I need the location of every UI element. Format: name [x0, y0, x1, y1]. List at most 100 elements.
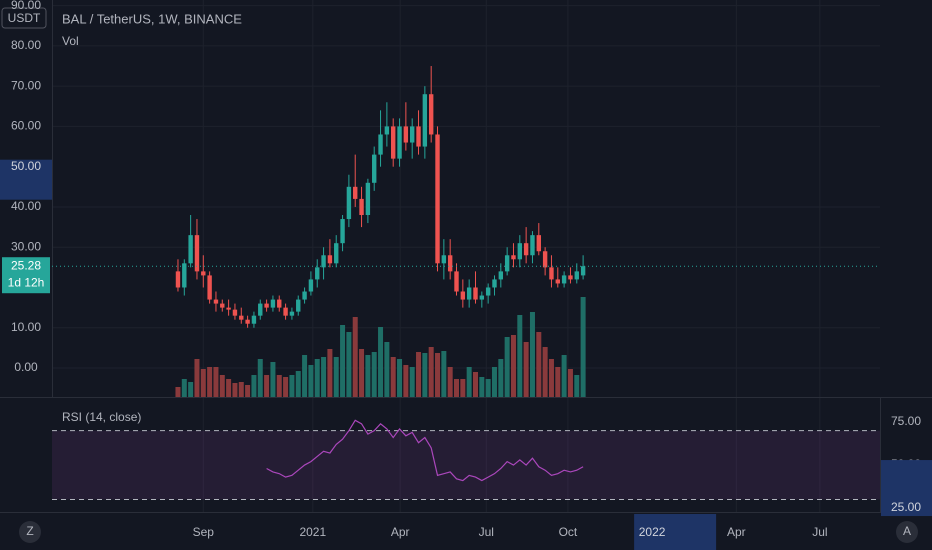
control-label[interactable]: Z: [26, 524, 33, 538]
volume-bar: [302, 355, 308, 397]
candle-body: [188, 235, 193, 264]
candle-body: [194, 235, 200, 272]
x-tick-label: Apr: [727, 525, 746, 539]
crosshair-y-label: 50.00: [11, 159, 41, 173]
volume-bar: [460, 379, 466, 397]
volume-bar: [251, 375, 257, 397]
y-tick-label: 0.00: [14, 360, 38, 374]
volume-bar: [219, 375, 225, 397]
volume-bar: [270, 362, 276, 397]
candle-body: [251, 315, 257, 324]
volume-bar: [428, 347, 434, 397]
candle-body: [372, 154, 377, 183]
candle-body: [175, 271, 181, 288]
candle-body: [403, 126, 409, 143]
volume-bar: [295, 371, 301, 397]
volume-bar: [327, 349, 333, 397]
candle-body: [568, 275, 573, 280]
candle-body: [409, 126, 415, 143]
candle-body: [549, 267, 554, 280]
candle-body: [492, 279, 497, 288]
volume-bar: [314, 359, 320, 397]
x-tick-label: Sep: [193, 525, 215, 539]
rsi-band: [52, 430, 880, 500]
volume-bar: [308, 365, 314, 397]
volume-bar: [188, 382, 194, 397]
candle-body: [384, 126, 390, 135]
volume-bar: [194, 359, 200, 397]
y-tick-label: 30.00: [11, 239, 41, 253]
volume-bar: [226, 379, 232, 397]
candle-body: [283, 307, 288, 316]
candle-body: [397, 126, 402, 159]
y-tick-label: 80.00: [11, 38, 41, 52]
candle-body: [517, 243, 523, 260]
candle-body: [334, 243, 339, 264]
volume-bar: [466, 367, 472, 397]
last-price-label: 25.28: [11, 258, 41, 272]
candle-body: [504, 255, 510, 272]
candle-body: [232, 309, 238, 316]
y-tick-label: 70.00: [11, 78, 41, 92]
countdown: 1d 12h: [8, 275, 45, 289]
crosshair-rsi-label: 25.00: [891, 500, 921, 514]
volume-bar: [200, 369, 206, 397]
candle-body: [277, 299, 282, 308]
y-tick-label: 10.00: [11, 320, 41, 334]
volume-bar: [472, 372, 478, 397]
candle-body: [289, 311, 295, 316]
volume-bar: [207, 367, 213, 397]
candle-body: [270, 299, 276, 308]
volume-bar: [542, 347, 548, 397]
chart-title: BAL / TetherUS, 1W, BINANCE: [62, 11, 242, 26]
control-button[interactable]: [896, 521, 918, 543]
candle-body: [580, 266, 586, 276]
volume-bar: [580, 297, 586, 397]
volume-bar: [321, 357, 327, 397]
candle-body: [315, 267, 320, 280]
candle-body: [353, 186, 358, 199]
volume-bar: [340, 325, 346, 397]
candle-body: [340, 219, 345, 244]
candle-body: [428, 94, 434, 135]
candle-body: [555, 279, 560, 284]
x-tick-label: Jul: [479, 525, 494, 539]
x-tick-label: Apr: [391, 525, 410, 539]
candle-body: [182, 263, 187, 288]
crosshair-x-label: 2022: [639, 525, 666, 539]
volume-bar: [409, 367, 415, 397]
volume-bar: [555, 367, 561, 397]
volume-bar: [403, 365, 409, 397]
candle-body: [574, 271, 579, 280]
volume-bar: [498, 359, 504, 397]
candle-body: [435, 134, 440, 264]
candle-body: [422, 94, 428, 147]
volume-bar: [371, 352, 377, 397]
candle-body: [466, 287, 472, 300]
volume-bar: [479, 377, 485, 397]
control-button[interactable]: [19, 521, 41, 543]
volume-label: Vol: [62, 34, 79, 48]
candle-body: [561, 275, 567, 284]
volume-bar: [435, 353, 441, 397]
candle-body: [220, 303, 225, 308]
volume-bar: [574, 375, 580, 397]
x-tick-label: Jul: [812, 525, 827, 539]
control-label[interactable]: A: [903, 524, 911, 538]
candle-body: [542, 251, 548, 268]
y-tick-label: 90.00: [11, 0, 41, 12]
volume-bar: [561, 355, 567, 397]
volume-bar: [181, 379, 187, 397]
currency-box[interactable]: [1, 7, 47, 29]
candle-body: [308, 279, 314, 292]
volume-bar: [529, 312, 535, 397]
candle-body: [321, 255, 326, 268]
candle-body: [441, 255, 447, 264]
candle-body: [302, 291, 307, 300]
rsi-tick-label: 75.00: [891, 414, 921, 428]
currency[interactable]: USDT: [8, 11, 41, 25]
candle-body: [264, 303, 269, 308]
volume-bar: [238, 382, 244, 397]
candle-body: [485, 287, 491, 296]
